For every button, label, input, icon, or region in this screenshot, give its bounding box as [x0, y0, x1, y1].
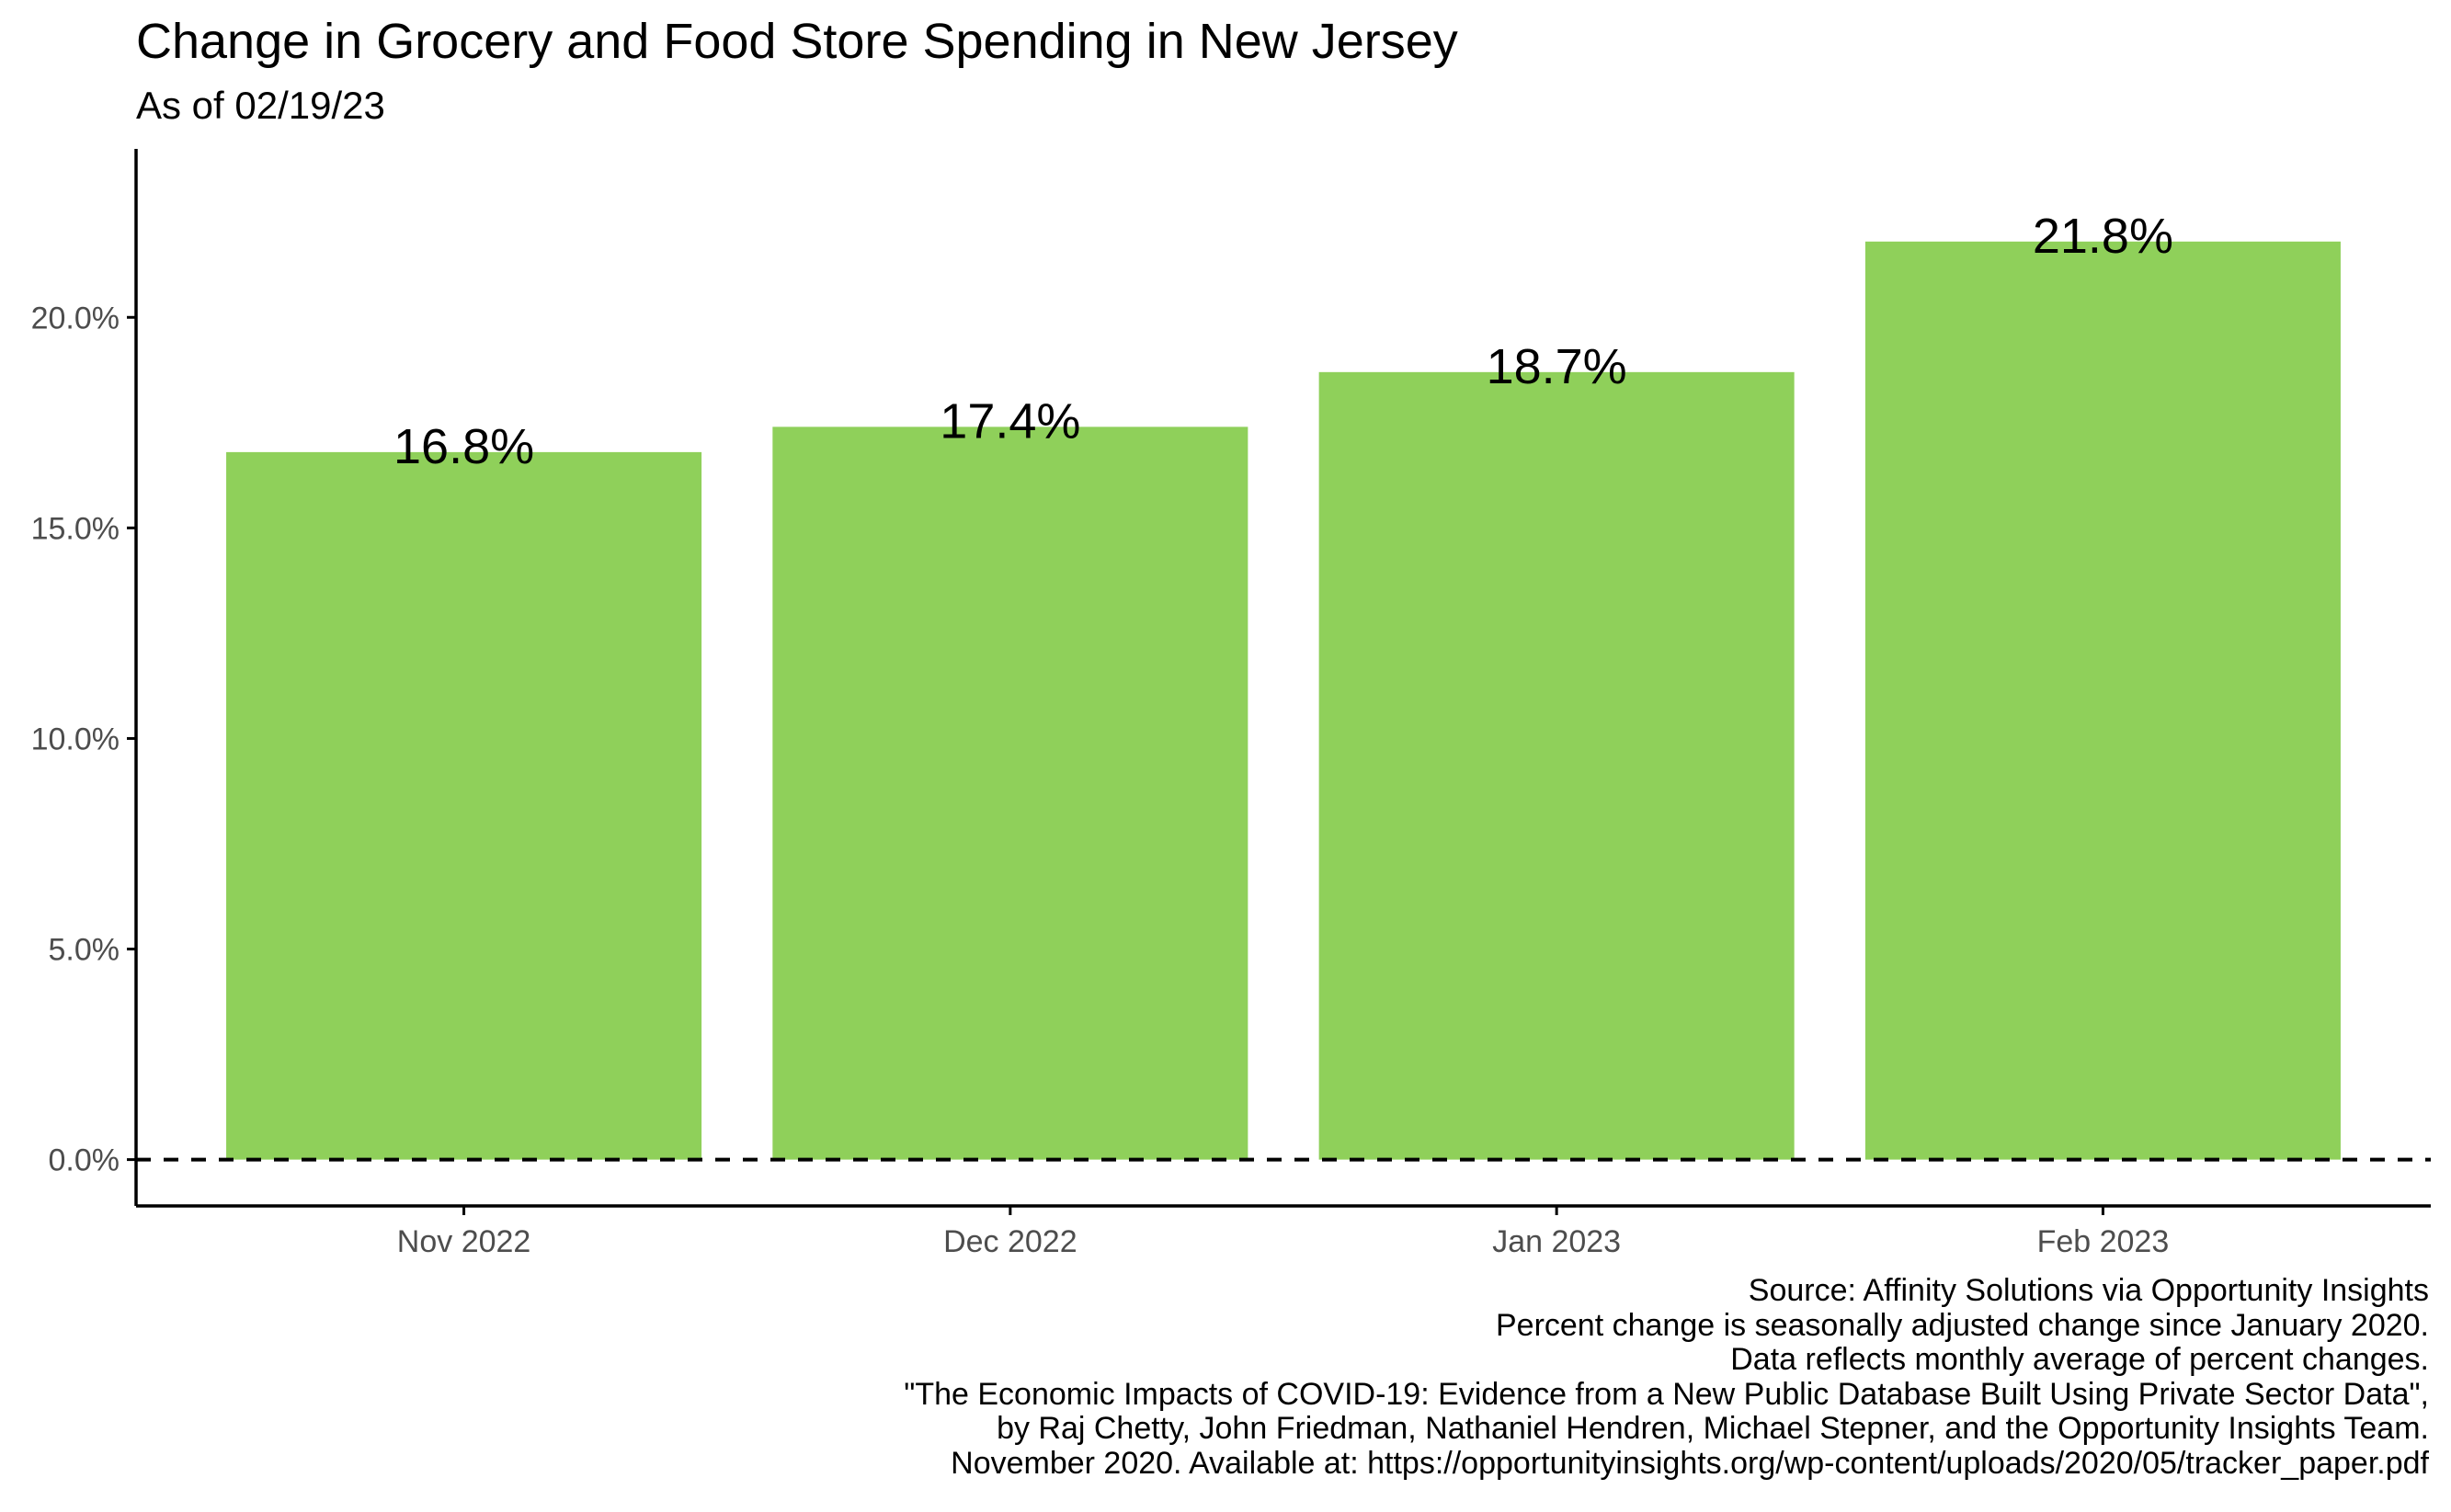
bar-feb-2023: [1864, 241, 2341, 1160]
bar-jan-2023: [1318, 371, 1795, 1160]
x-tick-label: Jan 2023: [1492, 1224, 1621, 1259]
bar-nov-2022: [226, 451, 702, 1160]
data-labels-layer: 16.8% 17.4% 18.7% 21.8%: [393, 209, 2173, 474]
chart-caption: Source: Affinity Solutions via Opportuni…: [904, 1273, 2429, 1482]
caption-line: "The Economic Impacts of COVID-19: Evide…: [904, 1376, 2429, 1412]
bar-chart: 0.0% 5.0% 10.0% 15.0% 20.0% Nov 2022 Dec 2022 J…: [31, 149, 2431, 1259]
caption-line: by Raj Chetty, John Friedman, Nathaniel …: [997, 1411, 2429, 1447]
bar-dec-2022: [772, 426, 1248, 1160]
caption-line: Percent change is seasonally adjusted ch…: [1495, 1307, 2429, 1343]
y-tick-label: 5.0%: [49, 933, 120, 968]
data-label: 16.8%: [393, 419, 534, 474]
caption-line: Data reflects monthly average of percent…: [1730, 1342, 2429, 1378]
y-tick-label: 0.0%: [49, 1143, 120, 1178]
bars-layer: [226, 241, 2341, 1160]
chart-title: Change in Grocery and Food Store Spendin…: [136, 14, 1458, 69]
data-label: 18.7%: [1487, 339, 1627, 394]
data-label: 17.4%: [940, 393, 1080, 449]
axes-layer: 0.0% 5.0% 10.0% 15.0% 20.0% Nov 2022 Dec 2022 J…: [31, 149, 2431, 1259]
x-tick-label: Feb 2023: [2037, 1224, 2170, 1259]
data-label: 21.8%: [2033, 209, 2173, 264]
caption-line: November 2020. Available at: https://opp…: [951, 1445, 2429, 1481]
chart-subtitle: As of 02/19/23: [136, 84, 385, 127]
y-tick-label: 20.0%: [31, 301, 120, 335]
y-tick-label: 15.0%: [31, 511, 120, 546]
y-tick-label: 10.0%: [31, 722, 120, 756]
x-tick-label: Dec 2022: [943, 1224, 1077, 1259]
caption-line: Source: Affinity Solutions via Opportuni…: [1748, 1273, 2429, 1308]
x-tick-label: Nov 2022: [397, 1224, 531, 1259]
